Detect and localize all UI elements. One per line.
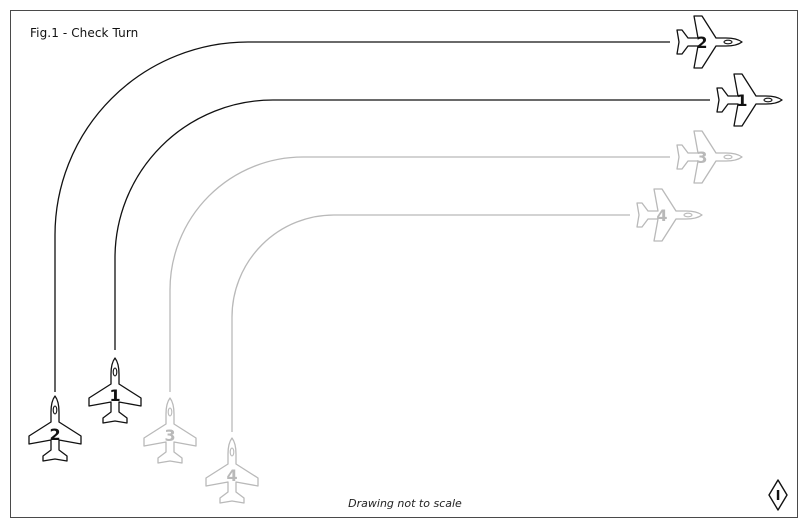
aircraft-2-start: 2: [28, 395, 82, 462]
aircraft-2-end-label: 2: [696, 33, 707, 52]
aircraft-1-start: 1: [88, 357, 142, 424]
aircraft-4-start: 4: [205, 437, 259, 504]
aircraft-4-end-label: 4: [656, 206, 667, 225]
figure-frame: [10, 10, 798, 518]
aircraft-3-start-label: 3: [164, 426, 175, 445]
aircraft-1-start-label: 1: [109, 386, 120, 405]
aircraft-1-end: [716, 73, 783, 127]
aircraft-3-end: [676, 130, 743, 184]
aircraft-4-start-label: 4: [226, 466, 237, 485]
flight-path-4: [231, 214, 630, 432]
flight-path-3: [169, 156, 670, 392]
aircraft-3-end-label: 3: [696, 148, 707, 167]
figure-title: Fig.1 - Check Turn: [30, 26, 139, 40]
diamond-logo-icon: I: [768, 479, 788, 511]
flight-path-1: [114, 99, 710, 350]
aircraft-3-start: 3: [143, 397, 197, 464]
flight-path-2: [54, 41, 670, 392]
logo-mark-label: I: [776, 489, 781, 504]
scale-note: Drawing not to scale: [348, 497, 462, 510]
aircraft-2-start-label: 2: [49, 425, 60, 444]
aircraft-2-end: [676, 15, 743, 69]
aircraft-4-end: [636, 188, 703, 242]
aircraft-1-end-label: 1: [736, 91, 747, 110]
